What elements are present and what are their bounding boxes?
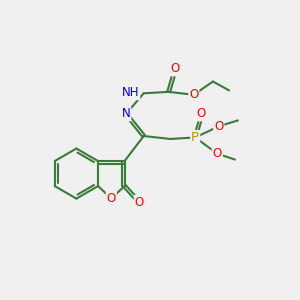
Text: O: O <box>214 120 224 133</box>
Text: O: O <box>213 147 222 160</box>
Text: N: N <box>122 107 130 120</box>
Text: O: O <box>107 192 116 205</box>
Text: NH: NH <box>122 86 139 99</box>
Text: O: O <box>170 62 179 75</box>
Text: O: O <box>196 107 206 120</box>
Text: P: P <box>191 131 199 144</box>
Text: O: O <box>189 88 198 101</box>
Text: O: O <box>135 196 144 209</box>
